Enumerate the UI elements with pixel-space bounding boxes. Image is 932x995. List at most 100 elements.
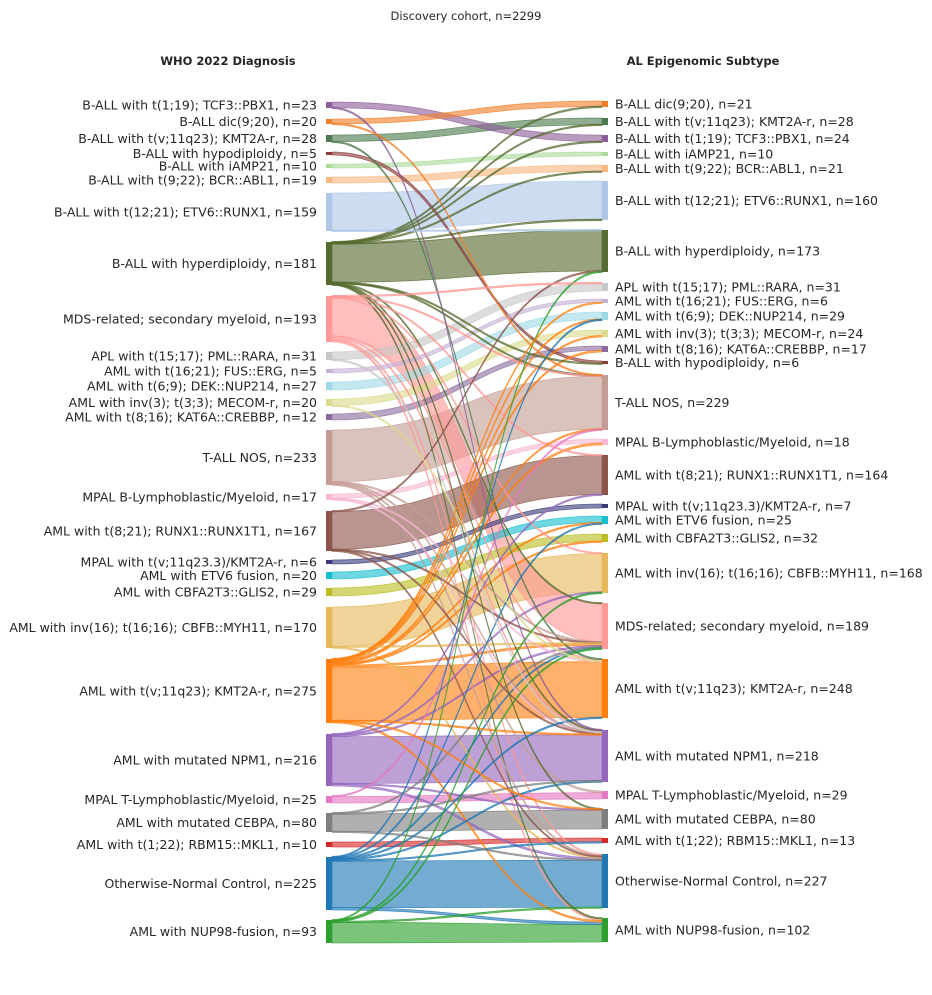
right-node-bar-runx1t1 bbox=[602, 455, 608, 495]
right-node-label: MDS-related; secondary myeloid, n=189 bbox=[615, 618, 869, 633]
left-node-label: AML with CBFA2T3::GLIS2, n=29 bbox=[114, 584, 317, 599]
left-node-bar-dic920 bbox=[326, 119, 332, 124]
left-node-label: B-ALL with hypodiploidy, n=5 bbox=[133, 146, 317, 161]
right-node-label: AML with t(8;16); KAT6A::CREBBP, n=17 bbox=[615, 341, 867, 356]
left-node-label: AML with t(1;22); RBM15::MKL1, n=10 bbox=[77, 837, 317, 852]
right-node-bar-hypodip bbox=[602, 361, 608, 364]
left-node-label: AML with mutated CEBPA, n=80 bbox=[116, 815, 317, 830]
left-node-label: B-ALL with t(v;11q23); KMT2A-r, n=28 bbox=[78, 131, 317, 146]
right-node-label: AML with NUP98-fusion, n=102 bbox=[615, 922, 810, 937]
left-node-label: AML with t(8;16); KAT6A::CREBBP, n=12 bbox=[65, 409, 317, 424]
flow-hyperdip-to-dic920 bbox=[331, 105, 603, 244]
flow-kmt2a_aml-to-cbfa2t3 bbox=[331, 540, 603, 667]
left-node-bar-cbfa2t3 bbox=[326, 588, 332, 596]
left-node-label: AML with t(v;11q23); KMT2A-r, n=275 bbox=[79, 683, 317, 698]
right-column-header: AL Epigenomic Subtype bbox=[627, 54, 780, 68]
left-node-bar-kmt2a_ball bbox=[326, 135, 332, 142]
right-node-label: AML with t(v;11q23); KMT2A-r, n=248 bbox=[615, 681, 853, 696]
right-node-label: MPAL B-Lymphoblastic/Myeloid, n=18 bbox=[615, 434, 850, 449]
flow-normal-to-etv6fus bbox=[331, 522, 603, 859]
right-node-label: B-ALL with t(v;11q23); KMT2A-r, n=28 bbox=[615, 114, 854, 129]
right-node-bar-mpalkmt2a bbox=[602, 504, 608, 508]
left-node-label: AML with ETV6 fusion, n=20 bbox=[140, 568, 317, 583]
left-node-label: B-ALL with t(9;22); BCR::ABL1, n=19 bbox=[88, 172, 317, 187]
right-node-bar-pml bbox=[602, 283, 608, 291]
left-node-bar-cebpa bbox=[326, 813, 332, 832]
left-column-header: WHO 2022 Diagnosis bbox=[160, 54, 295, 68]
flow-etv6runx1-to-etv6runx1 bbox=[331, 180, 603, 232]
flow-normal-to-rbm15 bbox=[331, 841, 603, 862]
right-node-bar-mpalt bbox=[602, 791, 608, 799]
right-node-label: AML with t(6;9); DEK::NUP214, n=29 bbox=[615, 308, 845, 323]
right-node-label: AML with inv(3); t(3;3); MECOM-r, n=24 bbox=[615, 326, 863, 341]
right-node-bar-npm1 bbox=[602, 730, 608, 782]
flow-hyperdip-to-tcf3 bbox=[331, 140, 603, 244]
right-node-label: MPAL T-Lymphoblastic/Myeloid, n=29 bbox=[615, 787, 848, 802]
left-node-bar-tall bbox=[326, 430, 332, 485]
left-node-bar-bcrabl1 bbox=[326, 177, 332, 183]
flow-nup98-to-hyperdip bbox=[331, 270, 603, 922]
left-node-bar-mecom bbox=[326, 399, 332, 406]
left-node-label: B-ALL with hyperdiploidy, n=181 bbox=[112, 256, 317, 271]
flow-kmt2a_aml-to-fuserg bbox=[331, 301, 603, 661]
left-node-bar-kmt2a_aml bbox=[326, 659, 332, 723]
right-node-bar-rbm15 bbox=[602, 838, 608, 843]
right-node-bar-mecom bbox=[602, 330, 608, 337]
right-node-bar-kmt2a_ball bbox=[602, 118, 608, 125]
left-node-bar-mpalb bbox=[326, 494, 332, 500]
right-node-bar-tcf3 bbox=[602, 135, 608, 142]
left-node-label: AML with inv(3); t(3;3); MECOM-r, n=20 bbox=[69, 395, 317, 410]
left-node-bar-mpalkmt2a bbox=[326, 560, 332, 564]
left-node-label: AML with t(6;9); DEK::NUP214, n=27 bbox=[87, 378, 317, 393]
right-node-bar-etv6fus bbox=[602, 516, 608, 524]
left-node-label: B-ALL with iAMP21, n=10 bbox=[159, 158, 317, 173]
flow-nup98-to-nup98 bbox=[331, 921, 603, 944]
left-node-bar-fuserg bbox=[326, 369, 332, 373]
left-node-label: T-ALL NOS, n=233 bbox=[201, 450, 317, 465]
right-node-label: B-ALL with hyperdiploidy, n=173 bbox=[615, 243, 820, 258]
left-node-label: B-ALL with t(1;19); TCF3::PBX1, n=23 bbox=[82, 97, 317, 112]
right-node-bar-cbfb bbox=[602, 553, 608, 593]
left-node-label: Otherwise-Normal Control, n=225 bbox=[105, 876, 318, 891]
right-node-label: AML with mutated CEBPA, n=80 bbox=[615, 811, 816, 826]
right-node-label: T-ALL NOS, n=229 bbox=[614, 395, 730, 410]
left-node-bar-kat6a bbox=[326, 414, 332, 420]
left-node-bar-normal bbox=[326, 857, 332, 910]
right-node-label: AML with t(1;22); RBM15::MKL1, n=13 bbox=[615, 833, 855, 848]
right-node-bar-kat6a bbox=[602, 346, 608, 352]
flow-hyperdip-to-hypodip bbox=[331, 281, 603, 365]
right-node-label: B-ALL with iAMP21, n=10 bbox=[615, 146, 773, 161]
flow-mpalt-to-tall bbox=[331, 428, 603, 798]
right-node-label: MPAL with t(v;11q23.3)/KMT2A-r, n=7 bbox=[615, 498, 851, 513]
flow-normal-to-kmt2a_aml bbox=[331, 716, 603, 861]
flow-hyperdip-to-etv6runx1 bbox=[331, 218, 603, 245]
right-node-label: B-ALL with hypodiploidy, n=6 bbox=[615, 355, 799, 370]
left-node-bar-rbm15 bbox=[326, 842, 332, 847]
left-node-bar-etv6runx1 bbox=[326, 193, 332, 231]
right-node-bar-bcrabl1 bbox=[602, 165, 608, 172]
left-node-bar-hyperdip bbox=[326, 242, 332, 285]
right-node-label: AML with ETV6 fusion, n=25 bbox=[615, 512, 792, 527]
right-node-bar-nup98 bbox=[602, 918, 608, 942]
right-node-bar-deknup bbox=[602, 312, 608, 320]
right-node-label: AML with t(16;21); FUS::ERG, n=6 bbox=[615, 293, 828, 308]
left-node-label: AML with NUP98-fusion, n=93 bbox=[130, 924, 317, 939]
left-node-bar-iamp21 bbox=[326, 164, 332, 168]
right-node-label: B-ALL with t(12;21); ETV6::RUNX1, n=160 bbox=[615, 193, 878, 208]
flow-hyperdip-to-kmt2a_ball bbox=[331, 123, 603, 244]
left-node-bar-runx1t1 bbox=[326, 511, 332, 551]
left-node-bar-etv6fus bbox=[326, 572, 332, 579]
right-node-label: AML with inv(16); t(16;16); CBFB::MYH11,… bbox=[615, 565, 923, 580]
right-node-bar-mpalb bbox=[602, 439, 608, 445]
right-node-label: Otherwise-Normal Control, n=227 bbox=[615, 873, 828, 888]
flow-nup98-to-normal bbox=[331, 906, 603, 923]
right-node-label: B-ALL with t(9;22); BCR::ABL1, n=21 bbox=[615, 161, 844, 176]
left-node-bar-mds bbox=[326, 296, 332, 342]
right-node-bar-dic920 bbox=[602, 101, 608, 107]
right-node-bar-mds bbox=[602, 603, 608, 649]
left-node-bar-cbfb bbox=[326, 607, 332, 648]
right-node-label: APL with t(15;17); PML::RARA, n=31 bbox=[615, 279, 841, 294]
left-node-bar-nup98 bbox=[326, 920, 332, 943]
flow-nup98-to-cbfb bbox=[331, 591, 603, 922]
left-node-bar-hypodip bbox=[326, 152, 332, 155]
